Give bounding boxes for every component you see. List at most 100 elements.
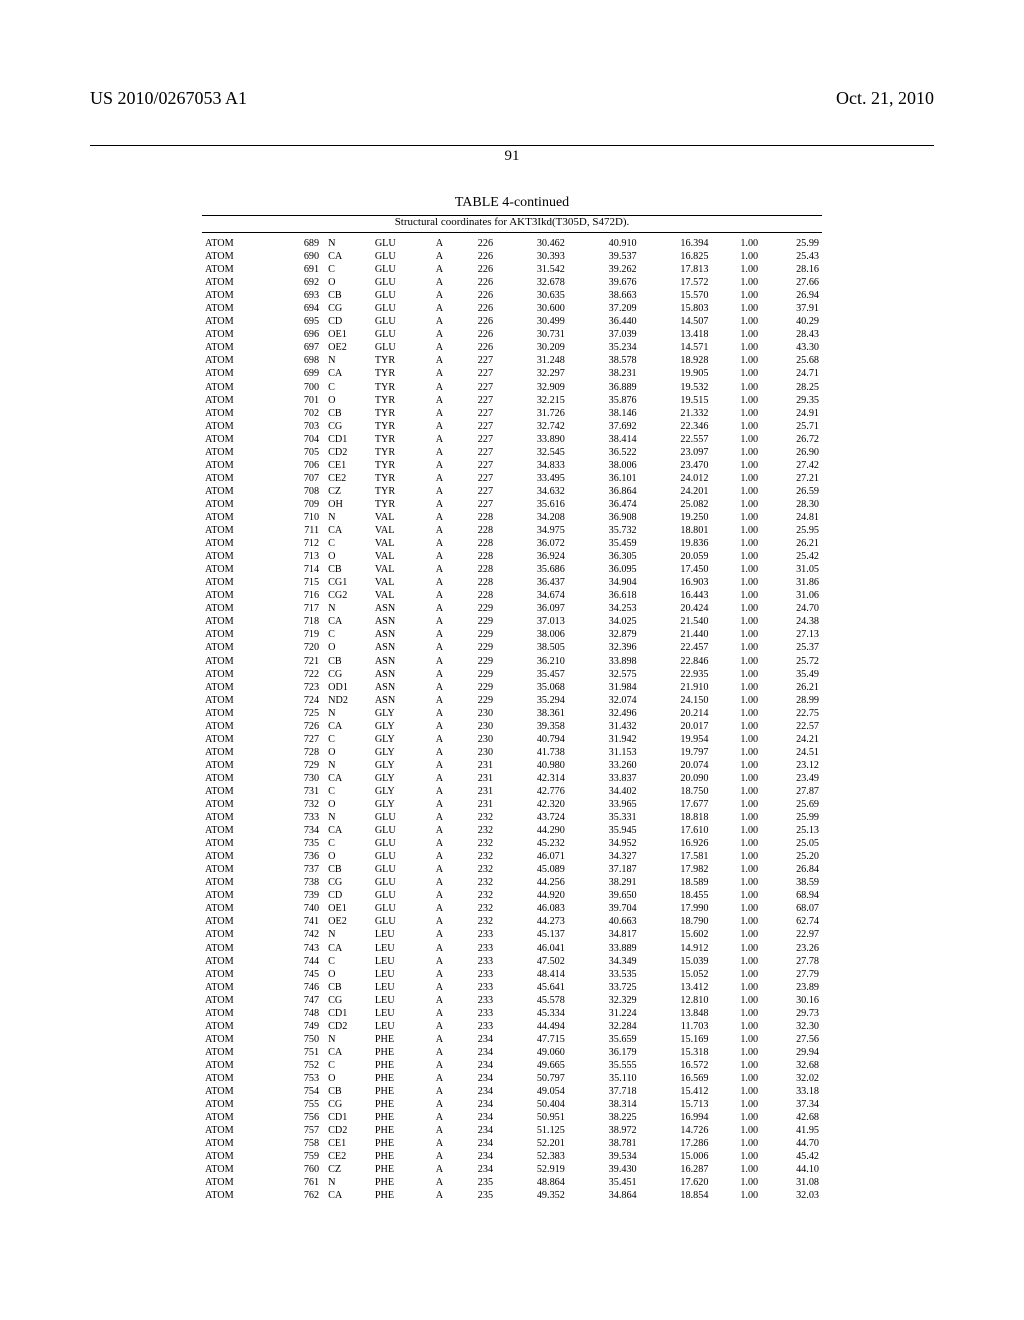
table-cell: A <box>427 394 452 407</box>
table-cell: 748 <box>278 1007 322 1020</box>
table-cell: 35.659 <box>568 1033 640 1046</box>
table-cell: CE1 <box>322 1137 372 1150</box>
table-cell: 24.201 <box>640 485 712 498</box>
table-cell: A <box>427 772 452 785</box>
table-cell: 745 <box>278 968 322 981</box>
table-row: ATOM719CASNA22938.00632.87921.4401.0027.… <box>202 628 822 641</box>
table-cell: A <box>427 511 452 524</box>
table-row: ATOM753OPHEA23450.79735.11016.5691.0032.… <box>202 1072 822 1085</box>
table-cell: 692 <box>278 276 322 289</box>
table-cell: 17.813 <box>640 263 712 276</box>
table-cell: 33.837 <box>568 772 640 785</box>
table-cell: 20.090 <box>640 772 712 785</box>
table-cell: ATOM <box>202 524 278 537</box>
table-cell: CG1 <box>322 576 372 589</box>
table-cell: 32.742 <box>496 420 568 433</box>
table-cell: 27.87 <box>761 785 822 798</box>
table-cell: 25.43 <box>761 250 822 263</box>
table-cell: A <box>427 524 452 537</box>
table-cell: OE2 <box>322 915 372 928</box>
table-cell: 19.797 <box>640 746 712 759</box>
table-cell: TYR <box>372 381 427 394</box>
table-cell: GLU <box>372 915 427 928</box>
table-cell: 226 <box>452 315 496 328</box>
table-cell: 37.718 <box>568 1085 640 1098</box>
table-cell: 229 <box>452 628 496 641</box>
table-cell: 234 <box>452 1046 496 1059</box>
table-cell: A <box>427 746 452 759</box>
table-cell: 45.42 <box>761 1150 822 1163</box>
table-cell: TYR <box>372 446 427 459</box>
table-cell: 18.589 <box>640 876 712 889</box>
table-cell: ATOM <box>202 602 278 615</box>
table-cell: 701 <box>278 394 322 407</box>
table-cell: A <box>427 824 452 837</box>
table-cell: CA <box>322 772 372 785</box>
table-cell: A <box>427 276 452 289</box>
table-cell: GLU <box>372 263 427 276</box>
table-cell: 28.99 <box>761 694 822 707</box>
table-cell: 235 <box>452 1176 496 1189</box>
table-cell: 700 <box>278 381 322 394</box>
table-cell: TYR <box>372 498 427 511</box>
table-cell: ATOM <box>202 1111 278 1124</box>
table-cell: 33.890 <box>496 433 568 446</box>
table-cell: ATOM <box>202 250 278 263</box>
table-cell: ASN <box>372 602 427 615</box>
table-cell: 1.00 <box>711 602 761 615</box>
table-cell: A <box>427 472 452 485</box>
table-cell: 25.05 <box>761 837 822 850</box>
table-cell: C <box>322 955 372 968</box>
table-cell: 33.898 <box>568 655 640 668</box>
table-cell: A <box>427 250 452 263</box>
table-row: ATOM744CLEUA23347.50234.34915.0391.0027.… <box>202 955 822 968</box>
table-cell: GLU <box>372 811 427 824</box>
table-cell: CB <box>322 981 372 994</box>
table-row: ATOM693CBGLUA22630.63538.66315.5701.0026… <box>202 289 822 302</box>
table-cell: 703 <box>278 420 322 433</box>
table-cell: 24.012 <box>640 472 712 485</box>
table-cell: ATOM <box>202 302 278 315</box>
table-cell: 1.00 <box>711 1033 761 1046</box>
table-cell: 38.59 <box>761 876 822 889</box>
table-cell: 16.903 <box>640 576 712 589</box>
table-cell: 736 <box>278 850 322 863</box>
table-cell: 16.569 <box>640 1072 712 1085</box>
table-cell: 707 <box>278 472 322 485</box>
table-cell: 18.928 <box>640 354 712 367</box>
table-cell: 719 <box>278 628 322 641</box>
table-cell: ATOM <box>202 498 278 511</box>
table-cell: 746 <box>278 981 322 994</box>
table-cell: 705 <box>278 446 322 459</box>
table-cell: 706 <box>278 459 322 472</box>
table-cell: 47.715 <box>496 1033 568 1046</box>
table-cell: 227 <box>452 446 496 459</box>
table-cell: 35.457 <box>496 668 568 681</box>
table-cell: 234 <box>452 1111 496 1124</box>
table-cell: 231 <box>452 785 496 798</box>
table-cell: ATOM <box>202 968 278 981</box>
table-cell: 39.534 <box>568 1150 640 1163</box>
table-cell: ATOM <box>202 511 278 524</box>
table-cell: 758 <box>278 1137 322 1150</box>
table-cell: A <box>427 694 452 707</box>
table-cell: ATOM <box>202 354 278 367</box>
table-cell: 232 <box>452 915 496 928</box>
table-cell: GLY <box>372 798 427 811</box>
table-cell: ATOM <box>202 276 278 289</box>
table-cell: 25.68 <box>761 354 822 367</box>
table-row: ATOM701OTYRA22732.21535.87619.5151.0029.… <box>202 394 822 407</box>
table-row: ATOM694CGGLUA22630.60037.20915.8031.0037… <box>202 302 822 315</box>
table-cell: CB <box>322 863 372 876</box>
table-cell: 17.982 <box>640 863 712 876</box>
table-cell: 227 <box>452 407 496 420</box>
table-cell: 34.975 <box>496 524 568 537</box>
table-cell: 24.71 <box>761 367 822 380</box>
table-cell: GLY <box>372 720 427 733</box>
table-row: ATOM752CPHEA23449.66535.55516.5721.0032.… <box>202 1059 822 1072</box>
table-cell: OE1 <box>322 328 372 341</box>
table-cell: 40.663 <box>568 915 640 928</box>
table-cell: 20.424 <box>640 602 712 615</box>
table-cell: GLU <box>372 289 427 302</box>
table-cell: 26.72 <box>761 433 822 446</box>
